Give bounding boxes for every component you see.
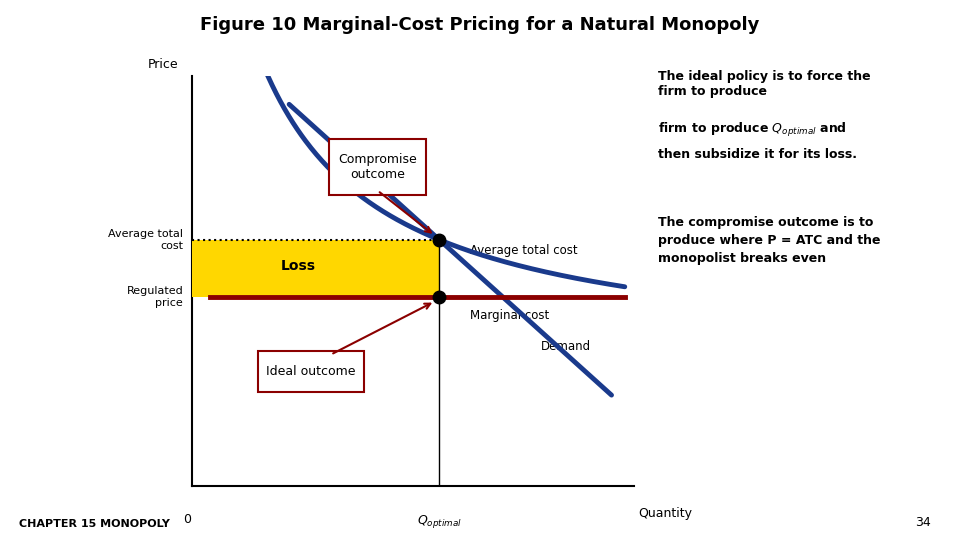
Text: 34: 34	[916, 516, 931, 529]
Text: The compromise outcome is to
produce where P = ATC and the
monopolist breaks eve: The compromise outcome is to produce whe…	[658, 216, 880, 265]
Text: $Q_{optimal}$: $Q_{optimal}$	[417, 512, 462, 530]
Text: Figure 10 Marginal-Cost Pricing for a Natural Monopoly: Figure 10 Marginal-Cost Pricing for a Na…	[201, 16, 759, 34]
Text: Average total
cost: Average total cost	[108, 229, 183, 251]
Text: Compromise
outcome: Compromise outcome	[338, 153, 417, 181]
Text: then subsidize it for its loss.: then subsidize it for its loss.	[658, 148, 856, 161]
Text: Price: Price	[148, 58, 179, 71]
Text: Ideal outcome: Ideal outcome	[267, 364, 356, 377]
FancyBboxPatch shape	[258, 350, 364, 392]
Text: firm to produce $Q_{optimal}$ and: firm to produce $Q_{optimal}$ and	[658, 122, 847, 139]
Text: CHAPTER 15 MONOPOLY: CHAPTER 15 MONOPOLY	[19, 519, 170, 529]
Text: Average total cost: Average total cost	[470, 244, 578, 256]
FancyBboxPatch shape	[192, 240, 440, 297]
Text: Quantity: Quantity	[638, 507, 692, 519]
Text: Demand: Demand	[540, 340, 591, 353]
FancyBboxPatch shape	[329, 139, 426, 194]
Text: Loss: Loss	[280, 259, 316, 273]
Text: The ideal policy is to force the
firm to produce: The ideal policy is to force the firm to…	[658, 70, 870, 98]
Text: 0: 0	[183, 512, 192, 525]
Text: Regulated
price: Regulated price	[127, 286, 183, 308]
Text: Marginal cost: Marginal cost	[470, 309, 549, 322]
